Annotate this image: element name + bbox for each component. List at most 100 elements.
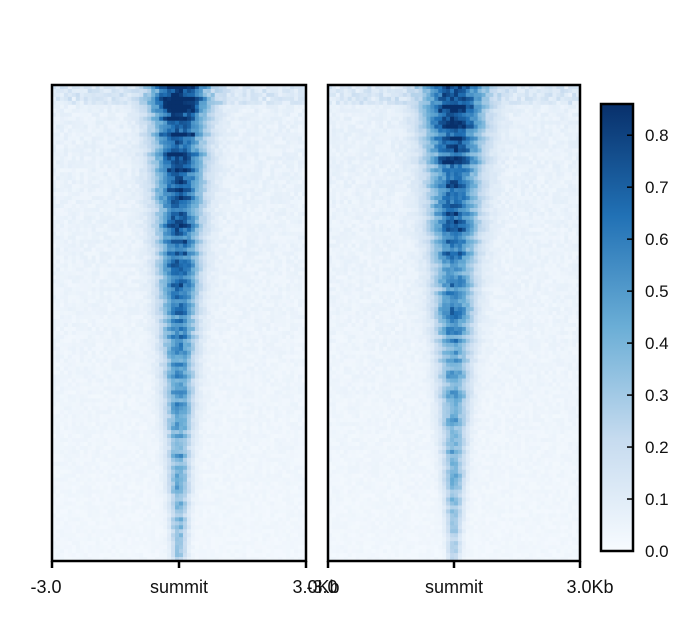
heatmap-cell [210,219,216,225]
heatmap-cell [186,112,192,118]
heatmap-cell [159,156,164,161]
heatmap-cell [123,275,129,280]
heatmap-cell [266,235,271,241]
heatmap-cell [179,323,184,328]
heatmap-cell [127,239,132,245]
heatmap-cell [294,200,299,205]
heatmap-cell [214,346,220,352]
heatmap-cell [238,390,244,395]
heatmap-cell [143,354,148,360]
heatmap-cell [115,120,121,126]
heatmap-cell [163,370,168,376]
heatmap-cell [59,267,65,273]
heatmap-cell [171,247,176,253]
heatmap-cell [79,156,85,161]
heatmap-cell [266,370,271,376]
heatmap-cell [163,144,168,150]
heatmap-cell [91,180,97,185]
heatmap-cell [286,112,291,118]
heatmap-cell [206,219,212,225]
heatmap-cell [274,323,279,328]
heatmap-cell [214,338,220,344]
heatmap-cell [262,287,267,292]
heatmap-cell [71,319,77,324]
heatmap-cell [155,334,160,340]
heatmap-cell [190,144,196,150]
heatmap-cell [107,85,113,90]
heatmap-cell [206,100,212,106]
heatmap-cell [107,235,113,241]
heatmap-cell [250,255,256,261]
heatmap-cell [71,346,77,352]
heatmap-cell [278,342,283,348]
heatmap-cell [290,374,295,380]
heatmap-cell [167,231,172,237]
heatmap-cell [254,192,259,197]
heatmap-cell [167,291,172,296]
heatmap-cell [250,311,256,316]
heatmap-cell [123,271,129,276]
heatmap-cell [83,366,89,372]
heatmap-cell [238,132,244,138]
heatmap-cell [155,104,160,110]
heatmap-cell [99,267,105,273]
heatmap-cell [75,307,81,312]
heatmap-cell [127,267,132,273]
heatmap-cell [298,382,303,388]
heatmap-cell [127,180,132,185]
heatmap-cell [123,128,129,134]
heatmap-cell [242,231,248,237]
heatmap-cell [294,307,299,312]
heatmap-cell [143,338,148,344]
heatmap-cell [186,291,192,296]
heatmap-cell [238,152,244,157]
heatmap-cell [135,370,140,376]
heatmap-cell [55,200,61,205]
heatmap-cell [198,338,204,344]
heatmap-cell [234,390,240,395]
heatmap-cell [198,144,204,150]
heatmap-cell [258,346,263,352]
heatmap-cell [143,168,148,173]
heatmap-cell [163,223,168,229]
heatmap-cell [99,136,105,142]
heatmap-cell [186,164,192,169]
heatmap-cell [274,124,279,130]
heatmap-cell [159,287,164,292]
heatmap-cell [274,152,279,157]
heatmap-cell [167,271,172,276]
heatmap-cell [55,370,61,376]
heatmap-cell [151,342,156,348]
heatmap-cell [87,370,93,376]
heatmap-cell [210,104,216,110]
heatmap-cell [163,299,168,304]
heatmap-cell [294,88,299,94]
heatmap-cell [298,219,303,225]
heatmap-cell [171,132,176,138]
heatmap-cell [159,338,164,344]
heatmap-cell [147,124,152,130]
heatmap-cell [298,334,303,340]
heatmap-cell [246,231,252,237]
heatmap-cell [111,188,117,193]
heatmap-cell [286,275,291,280]
heatmap-cell [67,283,73,288]
heatmap-cell [107,362,113,368]
heatmap-cell [155,184,160,189]
heatmap-cell [246,215,252,221]
heatmap-cell [214,120,220,126]
heatmap-cell [270,204,275,209]
heatmap-cell [87,215,93,221]
heatmap-cell [262,243,267,249]
heatmap-cell [159,390,164,395]
heatmap-cell [95,144,101,150]
heatmap-cell [186,100,192,106]
heatmap-cell [266,132,271,138]
heatmap-cell [171,386,176,392]
heatmap-cell [127,108,132,114]
heatmap-cell [242,315,248,320]
heatmap-cell [83,334,89,340]
heatmap-cell [131,303,136,308]
heatmap-cell [250,323,256,328]
heatmap-cell [87,263,93,269]
